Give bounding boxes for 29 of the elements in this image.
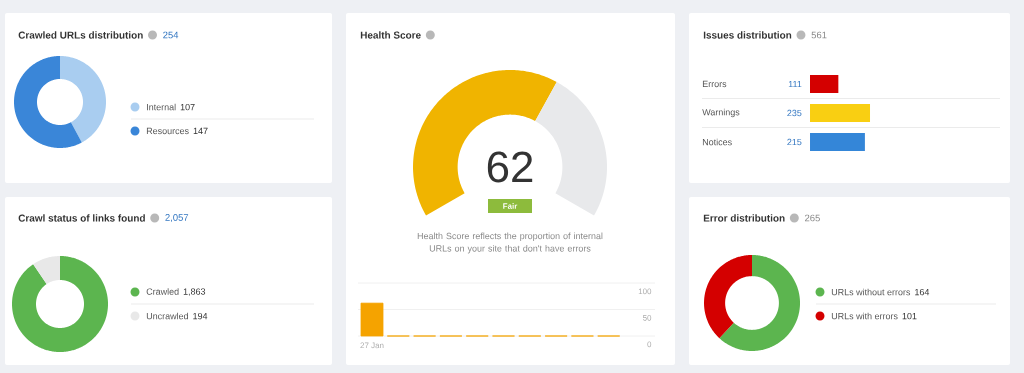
data-label: 1,863 — [183, 288, 206, 296]
chart-subtitle: 2,057 — [165, 214, 189, 222]
data-label: 164 — [915, 288, 930, 296]
chart-title: Issues distribution — [703, 31, 792, 39]
text: Health Score reflects the proportion of internal URLs on your site that don't have errors — [417, 232, 603, 254]
chart-title: Crawled URLs distribution — [18, 31, 143, 39]
legend-label: Uncrawled — [146, 312, 188, 320]
chart-subtitle: 561 — [811, 31, 827, 39]
y-tick-label: Warnings — [702, 108, 740, 118]
chart-subtitle: 265 — [804, 214, 820, 222]
legend-label: URLs with errors — [831, 312, 898, 320]
data-label: 235 — [787, 109, 802, 117]
data-label: 62 — [487, 151, 533, 183]
data-label: 111 — [788, 80, 802, 88]
data-label: 194 — [193, 312, 208, 320]
chart-title: Crawl status of links found — [18, 214, 145, 222]
chart-title: Health Score — [360, 31, 421, 39]
data-label: 107 — [180, 103, 195, 111]
y-tick-label: Notices — [702, 138, 732, 146]
legend-label: Crawled — [146, 288, 179, 295]
data-label: 101 — [902, 312, 917, 320]
data-label: 215 — [787, 138, 802, 146]
data-label: 147 — [193, 127, 208, 135]
y-tick-label: Errors — [702, 80, 727, 88]
legend-label: Internal — [147, 103, 176, 111]
chart-subtitle: 254 — [163, 31, 179, 39]
legend-label: Resources — [146, 127, 189, 135]
legend-label: URLs without errors — [831, 288, 911, 296]
chart-title: Error distribution — [703, 214, 785, 222]
